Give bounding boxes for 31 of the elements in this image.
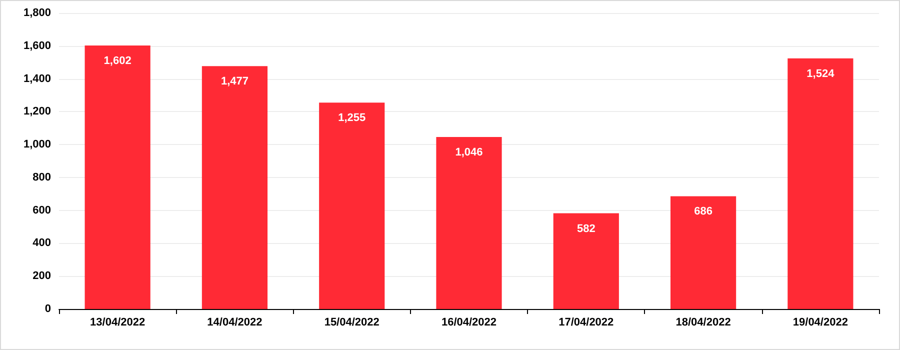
y-tick-label: 200 [32, 270, 51, 282]
bar [319, 102, 385, 309]
x-tick-label: 17/04/2022 [558, 316, 614, 328]
text: 0 [44, 303, 51, 315]
data-label: 582 [576, 222, 596, 235]
y-tick-label: 1,200 [23, 106, 51, 118]
x-tick-label: 18/04/2022 [676, 316, 731, 328]
bar [84, 46, 150, 309]
data-label: 1,524 [806, 68, 836, 80]
x-tick-label: 16/04/2022 [441, 316, 497, 328]
y-tick-label: 1,800 [23, 7, 51, 19]
data-label: 686 [694, 206, 712, 218]
y-tick-label: 1,000 [23, 138, 51, 151]
bar [202, 66, 268, 309]
y-tick-label: 1,400 [23, 72, 51, 85]
y-tick-label: 400 [32, 237, 51, 250]
data-label: 1,255 [338, 112, 366, 124]
y-tick-label: 800 [32, 171, 51, 184]
x-tick-label: 14/04/2022 [207, 316, 262, 328]
x-tick-label: 19/04/2022 [792, 316, 848, 328]
bar [788, 58, 854, 309]
data-label: 1,477 [220, 76, 248, 88]
bar [670, 196, 736, 309]
data-label: 1,046 [455, 146, 483, 158]
x-tick-label: 15/04/2022 [324, 316, 380, 328]
bar [436, 136, 502, 309]
x-tick-label: 13/04/2022 [90, 316, 146, 328]
y-tick-label: 1,600 [23, 40, 51, 52]
y-tick-label: 600 [32, 204, 51, 216]
bar [553, 213, 619, 309]
data-label: 1,602 [104, 55, 132, 68]
